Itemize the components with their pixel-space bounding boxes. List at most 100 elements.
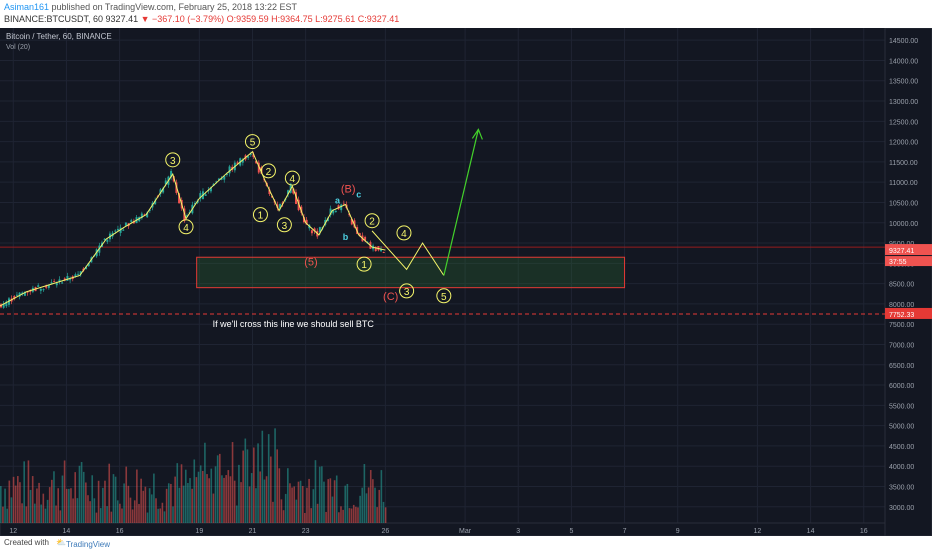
volume-bar	[129, 497, 132, 523]
y-tick-label: 6000.00	[889, 383, 914, 390]
volume-bar	[376, 507, 378, 523]
bullish-arrow-line[interactable]	[443, 129, 479, 276]
x-tick-label: 26	[381, 528, 389, 535]
time-axis[interactable]	[0, 522, 886, 537]
price-axis[interactable]	[884, 27, 932, 537]
volume-bar	[367, 487, 370, 523]
candle-body	[292, 188, 295, 194]
volume-bar	[180, 464, 183, 523]
volume-bar	[119, 503, 121, 523]
volume-bar	[344, 485, 347, 523]
wave-label: 3	[404, 287, 410, 298]
volume-bar	[110, 511, 113, 523]
last-price: 9327.41	[105, 14, 139, 24]
x-tick-label: 9	[676, 528, 680, 535]
wave-label: 4	[290, 174, 296, 185]
volume-bar	[208, 478, 210, 523]
volume-bar	[51, 479, 53, 523]
candle-body	[21, 292, 24, 295]
volume-bar	[191, 488, 193, 523]
volume-bar	[159, 508, 162, 523]
x-tick-label: 16	[860, 528, 868, 535]
wave-label: 3	[170, 156, 176, 167]
author-link[interactable]: Asiman161	[4, 2, 50, 12]
volume-bar	[55, 505, 57, 523]
volume-bar	[53, 471, 55, 523]
wave-label: 2	[369, 217, 375, 228]
volume-bar	[355, 506, 357, 523]
volume-bar	[231, 442, 234, 523]
candle-body	[162, 188, 165, 193]
x-tick-label: 3	[516, 528, 520, 535]
x-tick-label: 12	[754, 528, 762, 535]
wave-label: 2	[266, 167, 272, 178]
x-tick-label: Mar	[459, 528, 472, 535]
candle-body	[255, 160, 258, 164]
volume-bar	[335, 475, 338, 523]
y-tick-label: 5000.00	[889, 424, 914, 431]
volume-bar	[216, 455, 219, 523]
candle-body	[50, 282, 53, 284]
tradingview-logo[interactable]: ⛅ TradingView	[56, 538, 110, 549]
price-chart[interactable]: 3000.00 3500.00 4000.00 4500.00 5000.00 5500.…	[0, 27, 932, 537]
volume-bar	[48, 487, 51, 523]
volume-bar	[372, 479, 374, 523]
volume-bar	[321, 466, 323, 523]
volume-bar	[384, 507, 387, 523]
volume-bar	[329, 478, 332, 523]
volume-bar	[170, 483, 172, 523]
wave-label: 3	[282, 221, 288, 232]
y-tick-label: 4500.00	[889, 444, 914, 451]
volume-bar	[293, 486, 296, 523]
candle-body	[350, 218, 353, 225]
volume-bar	[282, 510, 285, 523]
candle-body	[164, 180, 167, 185]
volume-bar	[106, 506, 108, 523]
volume-bar	[70, 488, 72, 523]
chart-title: Bitcoin / Tether, 60, BINANCE	[6, 32, 112, 41]
volume-bar	[340, 506, 342, 523]
volume-bar	[346, 483, 349, 523]
volume-bar	[350, 508, 353, 523]
y-tick-label: 12500.00	[889, 119, 918, 126]
wave-label: 1	[361, 260, 367, 271]
volume-bar	[146, 512, 149, 523]
volume-bar	[38, 482, 40, 523]
candle-body	[146, 212, 149, 218]
candle-body	[342, 203, 345, 205]
volume-bar	[304, 512, 306, 523]
wave-label-circle	[276, 217, 292, 233]
candle-body	[47, 284, 50, 288]
candle-body	[53, 281, 56, 283]
wave-label: a	[335, 195, 341, 205]
volume-bar	[227, 470, 230, 523]
wave-label: 4	[401, 229, 407, 240]
volume-bar	[369, 470, 372, 523]
volume-bar	[270, 456, 272, 523]
volume-bar	[6, 508, 8, 523]
volume-bar	[74, 472, 77, 523]
volume-bar	[157, 508, 159, 523]
elliott-wave-line[interactable]	[0, 150, 386, 307]
volume-bar	[72, 498, 74, 523]
volume-bar	[140, 478, 142, 523]
candle-body	[220, 178, 223, 180]
wave-label: 1	[258, 211, 264, 222]
volume-bar	[378, 489, 381, 523]
candle-body	[257, 162, 260, 173]
volume-bar	[297, 481, 300, 523]
projection-line[interactable]	[371, 230, 445, 276]
volume-bar	[189, 478, 191, 523]
volume-bar	[225, 475, 227, 523]
x-tick-label: 21	[249, 528, 257, 535]
volume-bar	[12, 476, 15, 523]
publication-header: Asiman161 published on TradingView.com, …	[0, 0, 932, 28]
demand-zone[interactable]	[196, 256, 626, 289]
y-tick-label: 5500.00	[889, 403, 914, 410]
candle-body	[18, 292, 21, 297]
volume-bar	[80, 462, 83, 523]
candle-body	[69, 279, 72, 281]
chart-area[interactable]: 3000.00 3500.00 4000.00 4500.00 5000.00 5500.…	[0, 27, 932, 537]
candle-body	[287, 190, 290, 195]
wave-label: 4	[183, 223, 189, 234]
